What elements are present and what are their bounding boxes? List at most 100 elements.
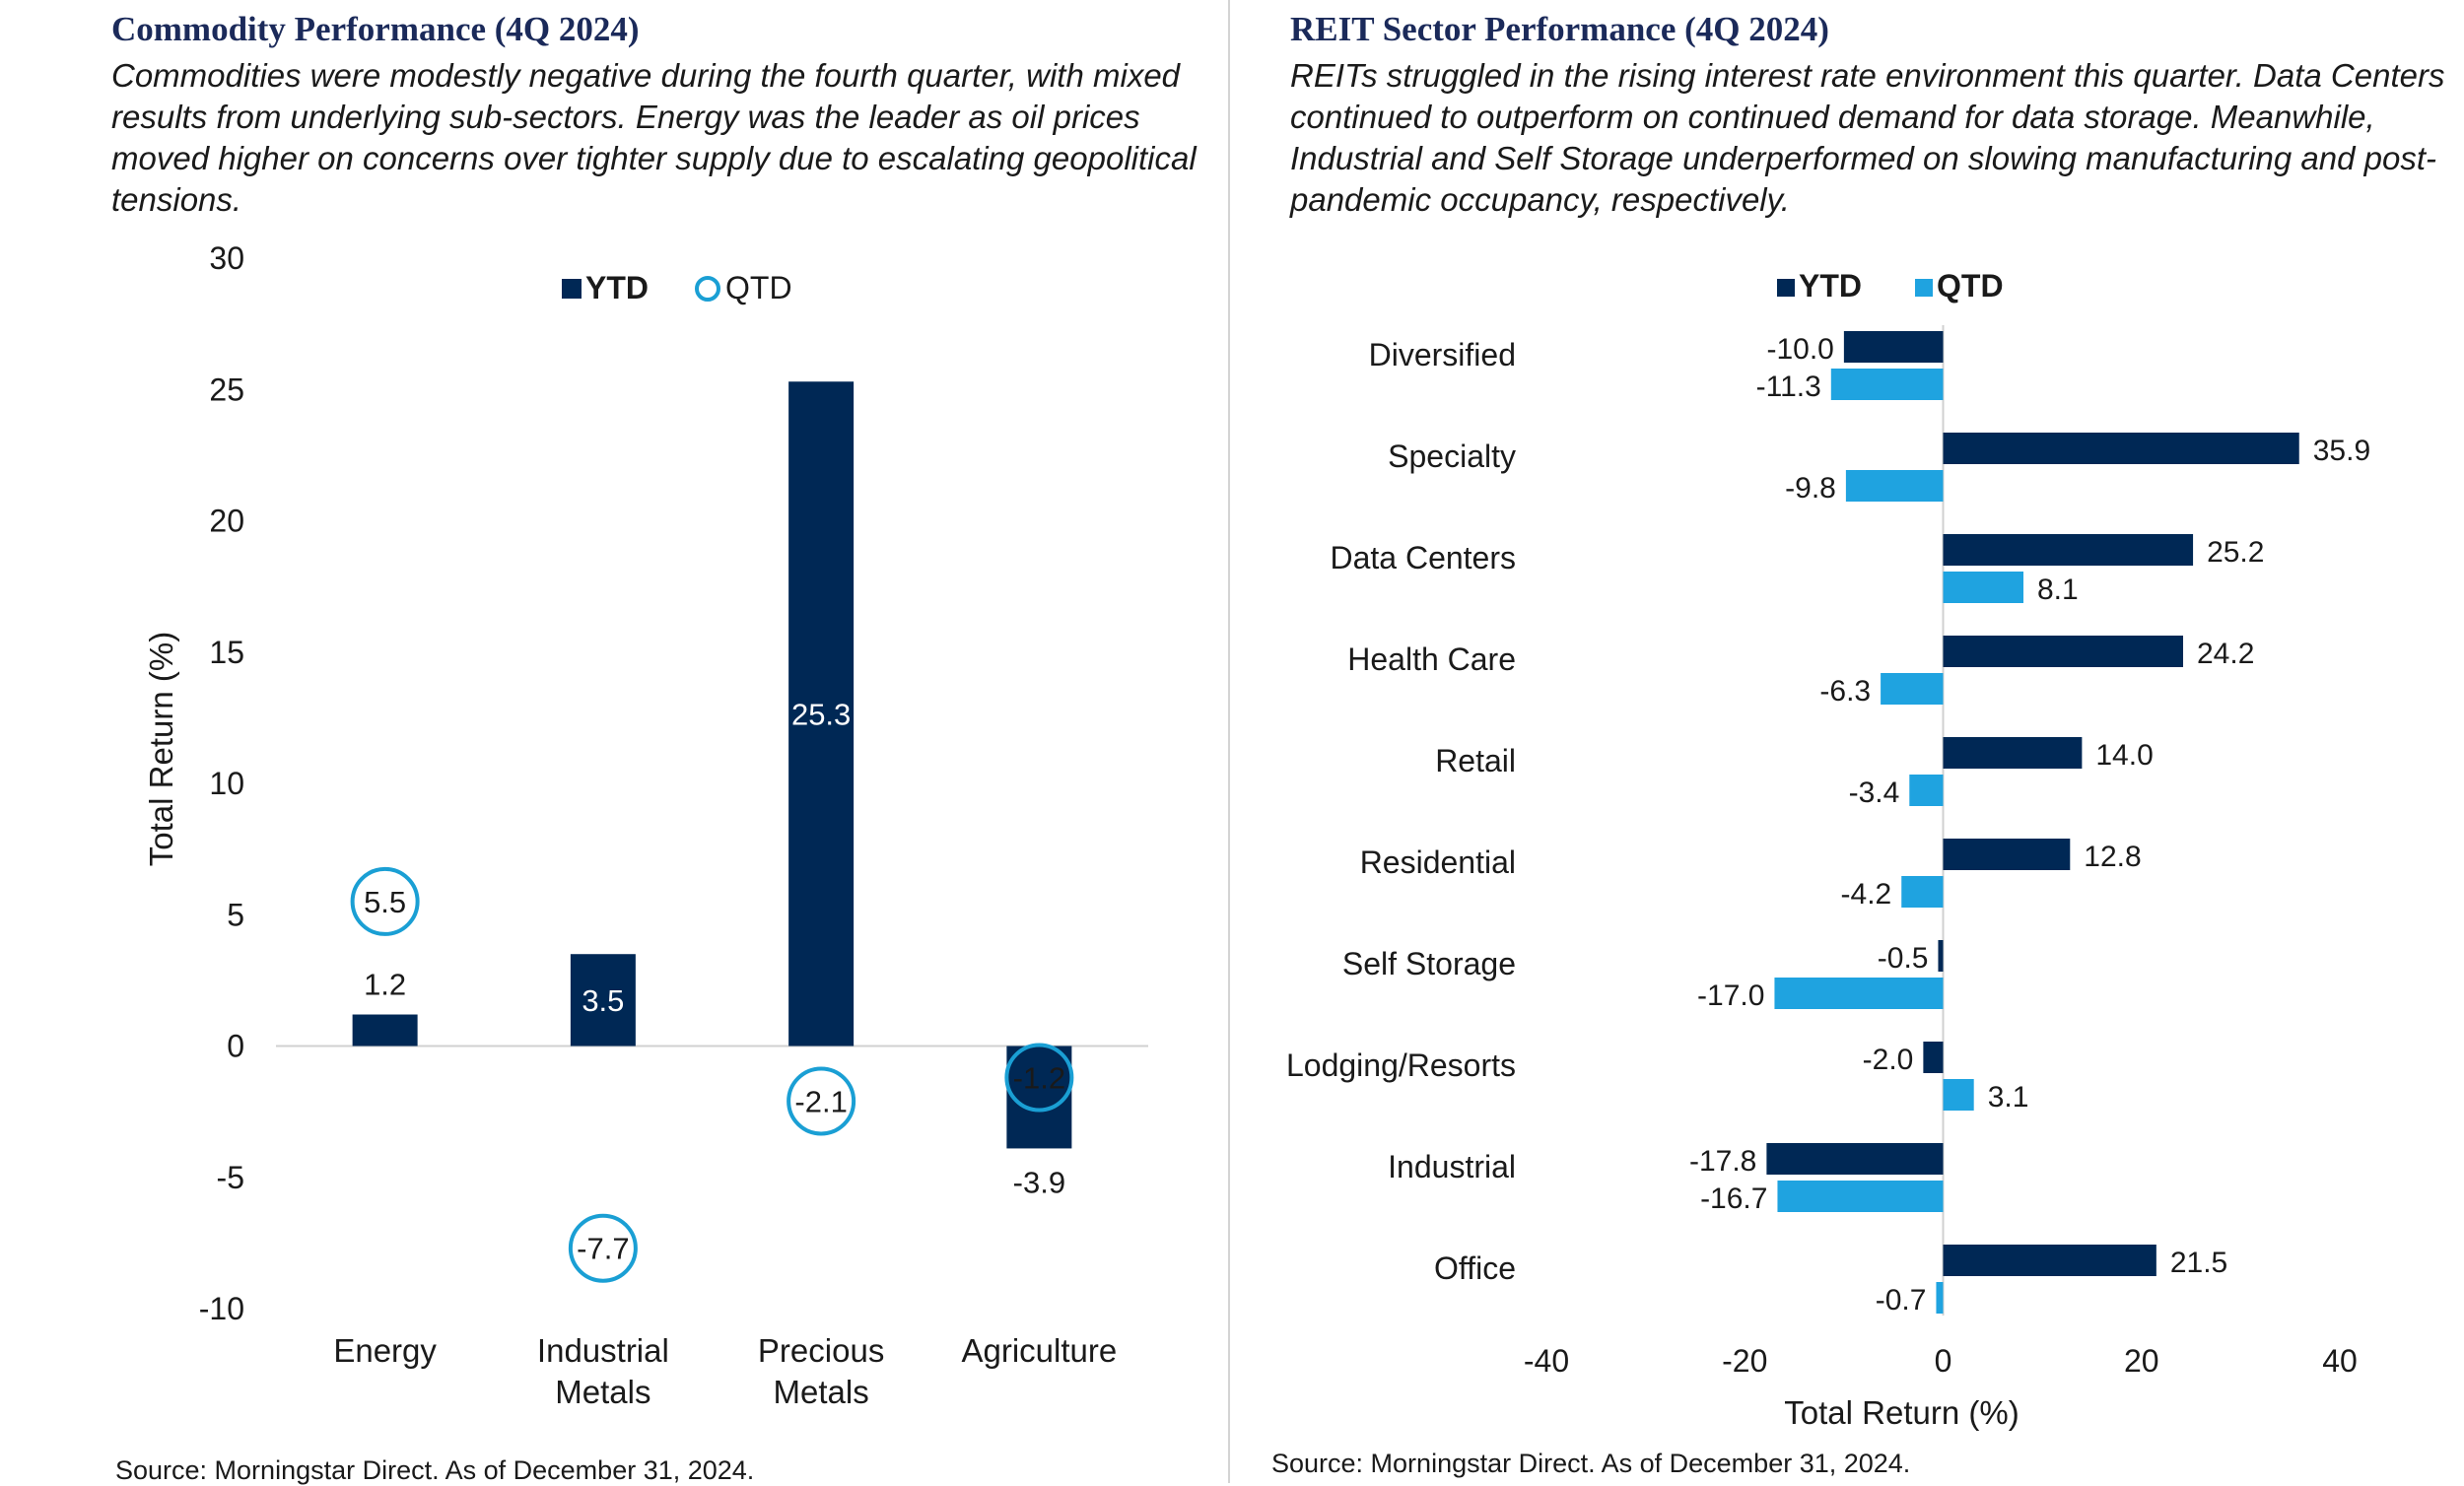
commodity-chart-subtitle: Commodities were modestly negative durin…: [111, 57, 1197, 218]
reit-source-note: Source: Morningstar Direct. As of Decemb…: [1271, 1449, 1911, 1478]
ytd-data-label-2: 25.2: [2207, 536, 2264, 569]
qtd-data-label-0: -11.3: [1756, 371, 1821, 403]
qtd-bar-9: [1936, 1282, 1944, 1314]
y-tick-label-7: -5: [217, 1160, 244, 1195]
x-tick-label-0: -40: [1524, 1343, 1569, 1379]
y-tick-label-5: 5: [227, 897, 244, 932]
commodity-panel: Commodity Performance (4Q 2024) Commodit…: [0, 0, 1227, 1485]
ytd-data-label-1: 35.9: [2313, 435, 2370, 467]
legend-qtd-swatch: [1915, 279, 1933, 297]
qtd-marker-3: [1004, 1043, 1074, 1113]
qtd-data-label-2: 8.1: [2037, 574, 2079, 606]
qtd-marker-2: [787, 1066, 856, 1136]
x-category-label-3-0: Agriculture: [962, 1332, 1118, 1369]
category-label-5: Residential: [1360, 844, 1516, 880]
x-axis-label: Total Return (%): [1784, 1394, 2019, 1431]
ytd-bar-1: [1943, 433, 2299, 464]
ytd-bar-0: [1843, 331, 1944, 363]
category-label-7: Lodging/Resorts: [1286, 1047, 1516, 1083]
legend-qtd-marker: [695, 276, 720, 302]
qtd-bar-0: [1830, 369, 1944, 400]
reit-panel: REIT Sector Performance (4Q 2024) REITs …: [1232, 0, 2464, 1483]
reit-chart-title: REIT Sector Performance (4Q 2024): [1290, 10, 1829, 48]
x-tick-label-4: 40: [2322, 1343, 2358, 1379]
x-tick-label-3: 20: [2124, 1343, 2159, 1379]
ytd-bar-7: [1923, 1042, 1944, 1073]
commodity-chart: 30 25 20 15 10 5 0 -5 -10 Total Return (%) YTD QTD 1…: [143, 240, 1148, 1410]
ytd-data-label-6: -0.5: [1878, 942, 1929, 975]
qtd-data-label-8: -16.7: [1700, 1182, 1767, 1215]
qtd-bar-6: [1774, 978, 1944, 1009]
ytd-data-label-0: 1.2: [364, 968, 406, 1002]
qtd-data-label-7: 3.1: [1988, 1081, 2029, 1114]
y-axis-label: Total Return (%): [143, 632, 179, 866]
qtd-bar-8: [1777, 1181, 1944, 1212]
qtd-marker-0: [350, 866, 420, 936]
reit-chart: -40 -20 0 20 40 Total Return (%) YTD QTD Diversi…: [1286, 268, 2370, 1431]
ytd-bar-8: [1766, 1143, 1944, 1175]
qtd-data-label-3: -1.2: [1013, 1060, 1065, 1095]
ytd-data-label-4: 14.0: [2095, 739, 2153, 772]
ytd-data-label-9: 21.5: [2170, 1247, 2227, 1279]
ytd-bar-2: [1943, 534, 2194, 566]
ytd-bar-5: [1943, 839, 2071, 870]
ytd-bar-4: [1943, 737, 2083, 769]
qtd-data-label-9: -0.7: [1876, 1284, 1927, 1317]
ytd-bar-9: [1943, 1245, 2156, 1276]
legend-ytd-swatch: [562, 279, 582, 299]
legend-ytd-label: YTD: [585, 270, 649, 305]
ytd-bar-3: [1943, 636, 2184, 667]
category-label-2: Data Centers: [1330, 540, 1516, 575]
ytd-bar-0: [352, 1014, 418, 1047]
qtd-bar-1: [1845, 470, 1944, 502]
ytd-data-label-0: -10.0: [1766, 333, 1833, 366]
qtd-bar-3: [1881, 673, 1944, 705]
ytd-bar-2: [788, 381, 855, 1047]
ytd-data-label-2: 25.3: [791, 697, 851, 731]
ytd-bar-3: [1006, 1046, 1072, 1149]
y-tick-label-1: 25: [209, 372, 244, 407]
ytd-data-label-5: 12.8: [2084, 841, 2141, 873]
category-label-9: Office: [1434, 1250, 1516, 1286]
qtd-data-label-6: -17.0: [1697, 979, 1764, 1012]
qtd-bar-4: [1909, 775, 1944, 806]
qtd-data-label-4: -3.4: [1849, 777, 1900, 809]
qtd-data-label-2: -2.1: [794, 1084, 847, 1118]
qtd-bar-5: [1901, 876, 1944, 908]
category-label-8: Industrial: [1388, 1149, 1516, 1184]
panel-divider: [1228, 0, 1230, 1483]
qtd-bar-7: [1943, 1079, 1974, 1111]
category-label-3: Health Care: [1347, 642, 1516, 677]
qtd-data-label-0: 5.5: [364, 885, 406, 919]
qtd-data-label-1: -7.7: [577, 1232, 629, 1266]
qtd-data-label-3: -6.3: [1819, 675, 1871, 708]
x-tick-label-1: -20: [1722, 1343, 1767, 1379]
legend-ytd-label: YTD: [1799, 268, 1862, 304]
y-tick-label-6: 0: [227, 1029, 244, 1064]
y-tick-label-8: -10: [199, 1291, 244, 1326]
legend-qtd-label: QTD: [1937, 268, 2004, 304]
x-category-label-0-0: Energy: [333, 1332, 437, 1369]
x-category-label-1-1: Metals: [555, 1374, 650, 1410]
ytd-data-label-1: 3.5: [582, 983, 624, 1018]
ytd-bar-1: [570, 954, 636, 1047]
ytd-data-label-3: -3.9: [1013, 1165, 1065, 1199]
commodity-source-note: Source: Morningstar Direct. As of Decemb…: [115, 1455, 755, 1485]
category-label-1: Specialty: [1388, 439, 1516, 474]
x-category-label-1-0: Industrial: [537, 1332, 669, 1369]
ytd-bar-6: [1938, 940, 1944, 972]
legend-qtd-label: QTD: [725, 270, 792, 305]
ytd-data-label-8: -17.8: [1689, 1145, 1756, 1178]
category-label-0: Diversified: [1369, 337, 1516, 372]
commodity-chart-title: Commodity Performance (4Q 2024): [111, 10, 640, 48]
qtd-marker-1: [568, 1213, 638, 1283]
ytd-data-label-7: -2.0: [1863, 1044, 1914, 1076]
y-tick-label-4: 10: [209, 766, 244, 801]
qtd-bar-2: [1943, 572, 2024, 603]
y-tick-label-3: 15: [209, 635, 244, 670]
x-tick-label-2: 0: [1935, 1343, 1952, 1379]
legend-ytd-swatch: [1777, 279, 1795, 297]
ytd-data-label-3: 24.2: [2197, 638, 2254, 670]
y-tick-label-0: 30: [209, 240, 244, 276]
category-label-4: Retail: [1435, 743, 1516, 778]
